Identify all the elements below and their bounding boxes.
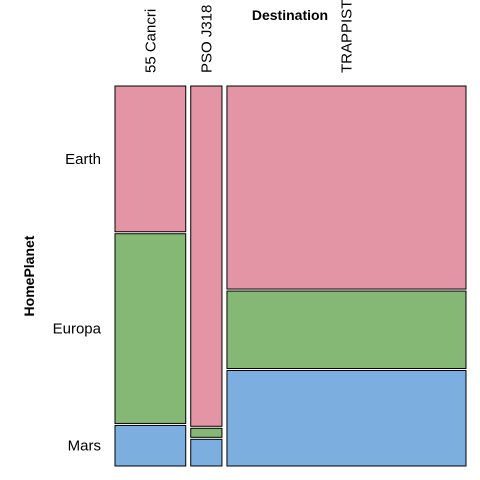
cell-55-cancri-earth: [115, 86, 186, 232]
y-axis-title: HomePlanet: [21, 235, 37, 316]
x-tick-label: TRAPPIST: [338, 0, 355, 73]
cell-pso-j318-mars: [191, 439, 222, 466]
x-axis-title: Destination: [252, 7, 328, 23]
y-tick-label: Earth: [65, 151, 101, 168]
x-tick-label: PSO J318: [198, 5, 215, 73]
mosaic-cells: [115, 86, 466, 466]
cell-pso-j318-europa: [191, 428, 222, 437]
cell-trappist-earth: [227, 86, 466, 289]
cell-trappist-mars: [227, 370, 466, 466]
cell-pso-j318-earth: [191, 86, 222, 426]
cell-trappist-europa: [227, 291, 466, 368]
cell-55-cancri-europa: [115, 234, 186, 424]
y-tick-label: Europa: [53, 321, 102, 338]
y-tick-labels: Earth Europa Mars: [53, 151, 102, 455]
x-tick-label: 55 Cancri: [142, 9, 159, 73]
cell-55-cancri-mars: [115, 425, 186, 466]
y-tick-label: Mars: [68, 438, 101, 455]
